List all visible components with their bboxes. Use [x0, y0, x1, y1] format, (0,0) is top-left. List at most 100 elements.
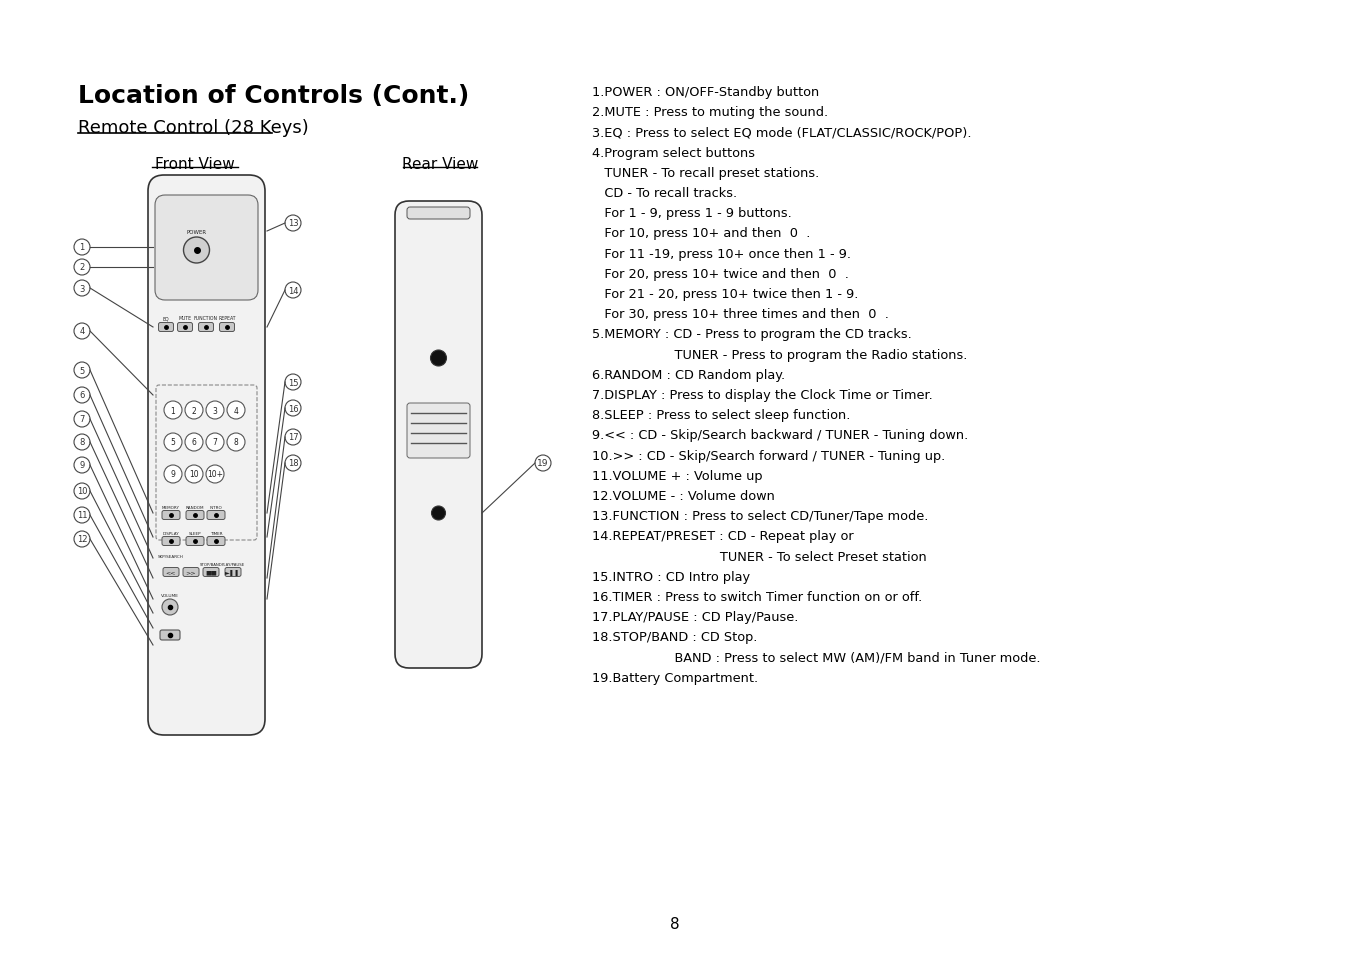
FancyBboxPatch shape — [199, 323, 213, 333]
Text: 4: 4 — [234, 406, 238, 416]
Text: 12.VOLUME - : Volume down: 12.VOLUME - : Volume down — [592, 490, 775, 502]
Circle shape — [185, 401, 203, 419]
Text: Rear View: Rear View — [401, 157, 478, 172]
FancyBboxPatch shape — [226, 568, 240, 577]
Text: 6.RANDOM : CD Random play.: 6.RANDOM : CD Random play. — [592, 369, 785, 381]
Text: DISPLAY: DISPLAY — [162, 532, 180, 536]
Text: 1.POWER : ON/OFF-Standby button: 1.POWER : ON/OFF-Standby button — [592, 86, 819, 99]
Text: 16.TIMER : Press to switch Timer function on or off.: 16.TIMER : Press to switch Timer functio… — [592, 590, 923, 603]
Text: 2: 2 — [192, 406, 196, 416]
Circle shape — [185, 434, 203, 452]
FancyBboxPatch shape — [407, 403, 470, 458]
FancyBboxPatch shape — [207, 537, 226, 546]
Text: 7.DISPLAY : Press to display the Clock Time or Timer.: 7.DISPLAY : Press to display the Clock T… — [592, 389, 932, 401]
Text: VOLUME: VOLUME — [161, 594, 178, 598]
Circle shape — [163, 465, 182, 483]
Text: 19: 19 — [538, 459, 549, 468]
Text: 10.>> : CD - Skip/Search forward / TUNER - Tuning up.: 10.>> : CD - Skip/Search forward / TUNER… — [592, 449, 946, 462]
Circle shape — [184, 237, 209, 264]
Text: 4.Program select buttons: 4.Program select buttons — [592, 147, 755, 159]
Text: SLEEP: SLEEP — [189, 532, 201, 536]
Text: 14: 14 — [288, 286, 299, 295]
Text: PLAY/PAUSE: PLAY/PAUSE — [222, 562, 245, 566]
Text: For 11 -19, press 10+ once then 1 - 9.: For 11 -19, press 10+ once then 1 - 9. — [592, 248, 851, 260]
FancyBboxPatch shape — [186, 537, 204, 546]
FancyBboxPatch shape — [182, 568, 199, 577]
Text: 13.FUNCTION : Press to select CD/Tuner/Tape mode.: 13.FUNCTION : Press to select CD/Tuner/T… — [592, 510, 928, 522]
Text: MEMORY: MEMORY — [162, 505, 180, 510]
Text: 9: 9 — [80, 461, 85, 470]
Circle shape — [74, 388, 91, 403]
Text: 11.VOLUME + : Volume up: 11.VOLUME + : Volume up — [592, 469, 762, 482]
Text: TUNER - To select Preset station: TUNER - To select Preset station — [592, 550, 927, 563]
Text: 9.<< : CD - Skip/Search backward / TUNER - Tuning down.: 9.<< : CD - Skip/Search backward / TUNER… — [592, 429, 969, 442]
Text: For 10, press 10+ and then  0  .: For 10, press 10+ and then 0 . — [592, 227, 811, 240]
Text: For 30, press 10+ three times and then  0  .: For 30, press 10+ three times and then 0… — [592, 308, 889, 321]
Text: 15: 15 — [288, 378, 299, 387]
Circle shape — [431, 351, 446, 367]
Text: INTRO: INTRO — [209, 505, 223, 510]
Text: 10: 10 — [77, 487, 88, 496]
Text: 7: 7 — [80, 416, 85, 424]
Circle shape — [74, 260, 91, 275]
Text: 2: 2 — [80, 263, 85, 273]
Text: 5.MEMORY : CD - Press to program the CD tracks.: 5.MEMORY : CD - Press to program the CD … — [592, 328, 912, 341]
Text: 8: 8 — [234, 438, 238, 447]
Circle shape — [205, 465, 224, 483]
Text: 19.Battery Compartment.: 19.Battery Compartment. — [592, 671, 758, 684]
Circle shape — [74, 435, 91, 451]
Circle shape — [74, 324, 91, 339]
Text: 14.REPEAT/PRESET : CD - Repeat play or: 14.REPEAT/PRESET : CD - Repeat play or — [592, 530, 854, 543]
Text: 3.EQ : Press to select EQ mode (FLAT/CLASSIC/ROCK/POP).: 3.EQ : Press to select EQ mode (FLAT/CLA… — [592, 126, 971, 139]
Text: 7: 7 — [212, 438, 218, 447]
Text: For 20, press 10+ twice and then  0  .: For 20, press 10+ twice and then 0 . — [592, 268, 848, 280]
FancyBboxPatch shape — [407, 208, 470, 220]
Circle shape — [227, 401, 245, 419]
Circle shape — [431, 506, 446, 520]
Text: RANDOM: RANDOM — [185, 505, 204, 510]
Circle shape — [205, 434, 224, 452]
Circle shape — [227, 434, 245, 452]
Text: 8: 8 — [80, 438, 85, 447]
FancyBboxPatch shape — [149, 175, 265, 735]
Text: Location of Controls (Cont.): Location of Controls (Cont.) — [78, 84, 469, 108]
Text: TIMER: TIMER — [209, 532, 223, 536]
FancyBboxPatch shape — [163, 568, 178, 577]
Text: 2.MUTE : Press to muting the sound.: 2.MUTE : Press to muting the sound. — [592, 106, 828, 119]
Text: POWER: POWER — [186, 230, 207, 234]
Text: 18: 18 — [288, 459, 299, 468]
Circle shape — [163, 434, 182, 452]
FancyBboxPatch shape — [155, 195, 258, 301]
Circle shape — [285, 430, 301, 446]
Text: STOP/BAND: STOP/BAND — [200, 562, 223, 566]
Circle shape — [74, 532, 91, 547]
FancyBboxPatch shape — [203, 568, 219, 577]
Circle shape — [74, 457, 91, 474]
Text: 15.INTRO : CD Intro play: 15.INTRO : CD Intro play — [592, 570, 750, 583]
Text: 17: 17 — [288, 433, 299, 442]
Circle shape — [74, 412, 91, 428]
Text: 16: 16 — [288, 404, 299, 413]
Text: 1: 1 — [170, 406, 176, 416]
Text: SKP/SEARCH: SKP/SEARCH — [158, 554, 184, 558]
FancyBboxPatch shape — [158, 323, 173, 333]
Text: For 1 - 9, press 1 - 9 buttons.: For 1 - 9, press 1 - 9 buttons. — [592, 207, 792, 220]
Circle shape — [185, 465, 203, 483]
FancyBboxPatch shape — [394, 202, 482, 668]
Circle shape — [285, 375, 301, 391]
Text: BAND : Press to select MW (AM)/FM band in Tuner mode.: BAND : Press to select MW (AM)/FM band i… — [592, 651, 1040, 664]
FancyBboxPatch shape — [219, 323, 235, 333]
Text: >>: >> — [185, 570, 196, 575]
Circle shape — [74, 363, 91, 378]
Text: 9: 9 — [170, 470, 176, 479]
Text: TUNER - Press to program the Radio stations.: TUNER - Press to program the Radio stati… — [592, 348, 967, 361]
FancyBboxPatch shape — [162, 537, 180, 546]
FancyBboxPatch shape — [159, 630, 180, 640]
Circle shape — [74, 240, 91, 255]
Text: 17.PLAY/PAUSE : CD Play/Pause.: 17.PLAY/PAUSE : CD Play/Pause. — [592, 611, 798, 623]
FancyBboxPatch shape — [207, 511, 226, 520]
Text: Front View: Front View — [155, 157, 235, 172]
Text: 1: 1 — [80, 243, 85, 253]
Text: 5: 5 — [170, 438, 176, 447]
Text: 13: 13 — [288, 219, 299, 229]
